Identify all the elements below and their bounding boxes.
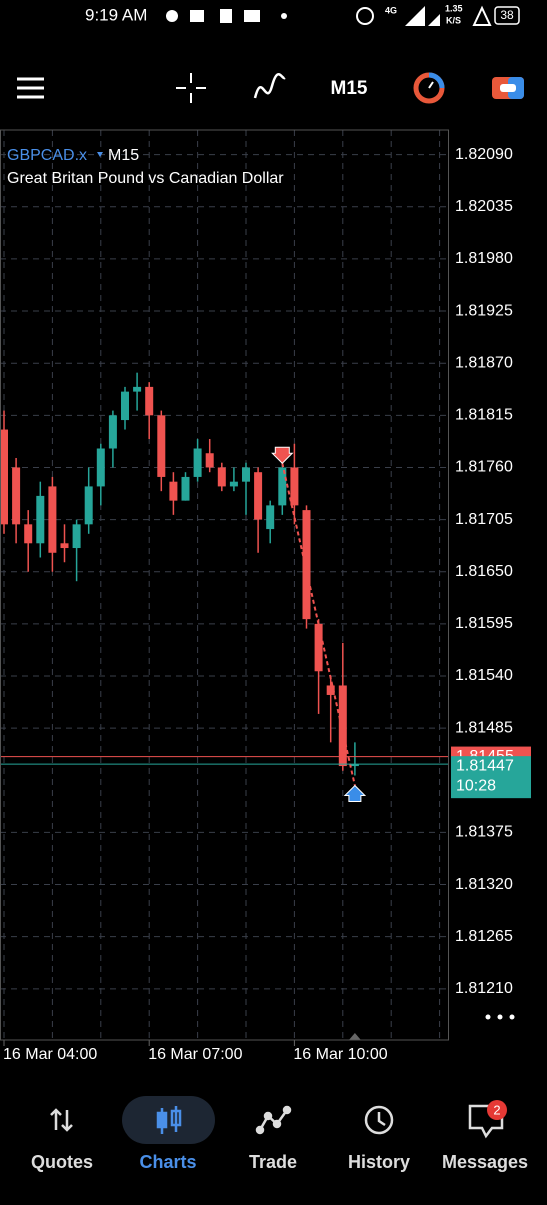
y-tick-label: 1.81540 [455,667,513,684]
quotes-icon [50,1108,73,1132]
candle-body [169,481,178,501]
messages-badge: 2 [493,1102,500,1117]
candle-body [266,505,275,530]
chart-frame [0,129,449,1041]
x-tick-label: 16 Mar 04:00 [3,1046,97,1063]
status-time: 9:19 AM [85,5,147,24]
ask-label-box [451,756,531,799]
candle-body [72,524,81,549]
candle-body [12,467,21,525]
bottom-nav: Quotes Charts Trade History Messages [31,1152,528,1172]
candle-body [48,486,57,553]
candle-body [350,764,359,767]
y-tick-label: 1.81650 [455,563,513,580]
candle-body [302,510,311,620]
menu-button[interactable] [17,77,44,99]
candle-body [181,476,190,501]
timeframe-button[interactable]: M15 [331,78,368,99]
candle-body [205,453,214,468]
history-icon [364,1105,394,1135]
chart-timeframe: M15 [108,147,139,164]
battery [494,6,520,25]
candle-body [157,415,166,477]
candle-body [254,472,263,520]
candle-body [60,543,69,549]
y-tick-label: 1.81265 [455,928,513,945]
sell-arrow [271,446,294,464]
buy-arrow [343,784,367,803]
y-tick-label: 1.82090 [455,146,513,163]
y-tick-label: 1.82035 [455,198,513,215]
candle-body [36,495,45,544]
x-tick-label: 16 Mar 10:00 [293,1046,387,1063]
time-marker [348,1033,361,1040]
y-tick-label: 1.81870 [455,354,513,371]
trade-icon [255,1105,292,1135]
candle-body [229,481,238,487]
messages-icon [468,1100,507,1139]
candle-body [217,467,226,487]
nav-tab[interactable]: Charts [139,1152,196,1172]
one-click-button[interactable] [492,77,524,99]
candle-body [145,386,154,416]
nav-tab[interactable]: Quotes [31,1152,93,1172]
speed: 1.35 [445,3,463,13]
battery-level: 38 [500,8,514,22]
speed-unit: K/S [446,15,461,25]
candle-body [242,467,250,482]
ask-time: 10:28 [456,777,496,794]
y-tick-label: 1.81210 [455,980,513,997]
ask-label: 1.81447 [456,757,514,774]
y-tick-label: 1.81815 [455,407,513,424]
chart: 1.82090 1.82035 1.81980 1.81925 1.81870 1.818… [0,129,531,1063]
candle-body [121,391,129,421]
x-tick-label: 16 Mar 07:00 [148,1046,242,1063]
symbol-dropdown[interactable] [97,152,103,157]
trade-mode-button[interactable] [413,72,445,104]
charts-icon [156,1106,182,1134]
candle-body [24,524,33,544]
candle-body [338,685,347,767]
candle-body [193,448,202,477]
y-tick-label: 1.81705 [455,511,513,528]
y-tick-label: 1.81925 [455,302,513,319]
candle-body [133,386,142,392]
y-tick-label: 1.81760 [455,459,513,476]
y-tick-label: 1.81320 [455,876,513,893]
candle-body [84,486,93,525]
nav-tab[interactable]: Trade [249,1152,297,1172]
crosshair-button[interactable] [176,73,206,103]
symbol-description: Great Britan Pound vs Canadian Dollar [7,170,284,187]
candle-body [314,623,323,672]
symbol[interactable]: GBPCAD.x [7,147,87,164]
y-tick-label: 1.81595 [455,615,513,632]
trade-line [281,463,356,786]
nav-tab[interactable]: Messages [442,1152,528,1172]
y-tick-label: 1.81980 [455,250,513,267]
nav-tab[interactable]: History [348,1152,410,1172]
candle-body [326,685,335,695]
active-tab-pill [122,1096,215,1144]
y-tick-label: 1.81375 [455,824,513,841]
y-tick-label: 1.81485 [455,719,513,736]
candle-body [290,467,299,506]
candle-body [0,429,8,525]
candle-body [278,467,287,506]
status-icons [166,5,492,26]
candle-body [96,448,105,487]
more-button[interactable] [485,1014,515,1020]
indicators-button[interactable] [253,73,286,99]
candle-body [108,415,117,449]
network: 4G [385,5,397,15]
